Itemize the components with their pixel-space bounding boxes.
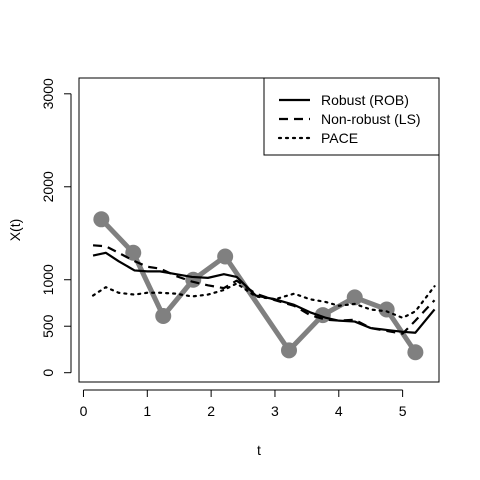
y-axis-label: X(t) bbox=[7, 219, 23, 242]
y-tick-label: 1000 bbox=[40, 264, 56, 295]
plot-frame bbox=[78, 77, 440, 383]
x-tick-label: 1 bbox=[143, 403, 151, 419]
legend-label: PACE bbox=[321, 130, 358, 146]
x-axis: 0 1 2 3 4 5 bbox=[80, 389, 407, 419]
x-axis-label: t bbox=[257, 442, 261, 458]
y-tick-label: 2000 bbox=[40, 171, 56, 202]
observed-point bbox=[346, 289, 363, 306]
x-tick-label: 5 bbox=[399, 403, 407, 419]
y-tick-label: 0 bbox=[40, 369, 56, 377]
legend-box bbox=[263, 77, 440, 156]
y-axis: 0 500 1000 2000 3000 bbox=[40, 78, 72, 377]
observed-point bbox=[185, 271, 202, 288]
x-tick-label: 4 bbox=[335, 403, 343, 419]
x-tick-label: 2 bbox=[207, 403, 215, 419]
legend-label: Non-robust (LS) bbox=[321, 111, 421, 127]
series-line-solid bbox=[92, 251, 436, 334]
observed-point bbox=[155, 307, 172, 324]
x-tick-label: 3 bbox=[271, 403, 279, 419]
legend-label: Robust (ROB) bbox=[321, 92, 409, 108]
x-tick-label: 0 bbox=[80, 403, 88, 419]
legend: Robust (ROB) Non-robust (LS) PACE bbox=[263, 77, 440, 156]
observed-point bbox=[125, 244, 142, 261]
observed-point bbox=[93, 211, 110, 228]
y-tick-label: 500 bbox=[40, 314, 56, 338]
observed-point bbox=[281, 342, 297, 359]
observed-line bbox=[99, 217, 418, 354]
observed-point bbox=[407, 344, 424, 361]
observed-point bbox=[378, 301, 395, 318]
observed-point bbox=[217, 248, 234, 265]
y-tick-label: 3000 bbox=[40, 78, 56, 109]
series-layer bbox=[91, 211, 436, 361]
